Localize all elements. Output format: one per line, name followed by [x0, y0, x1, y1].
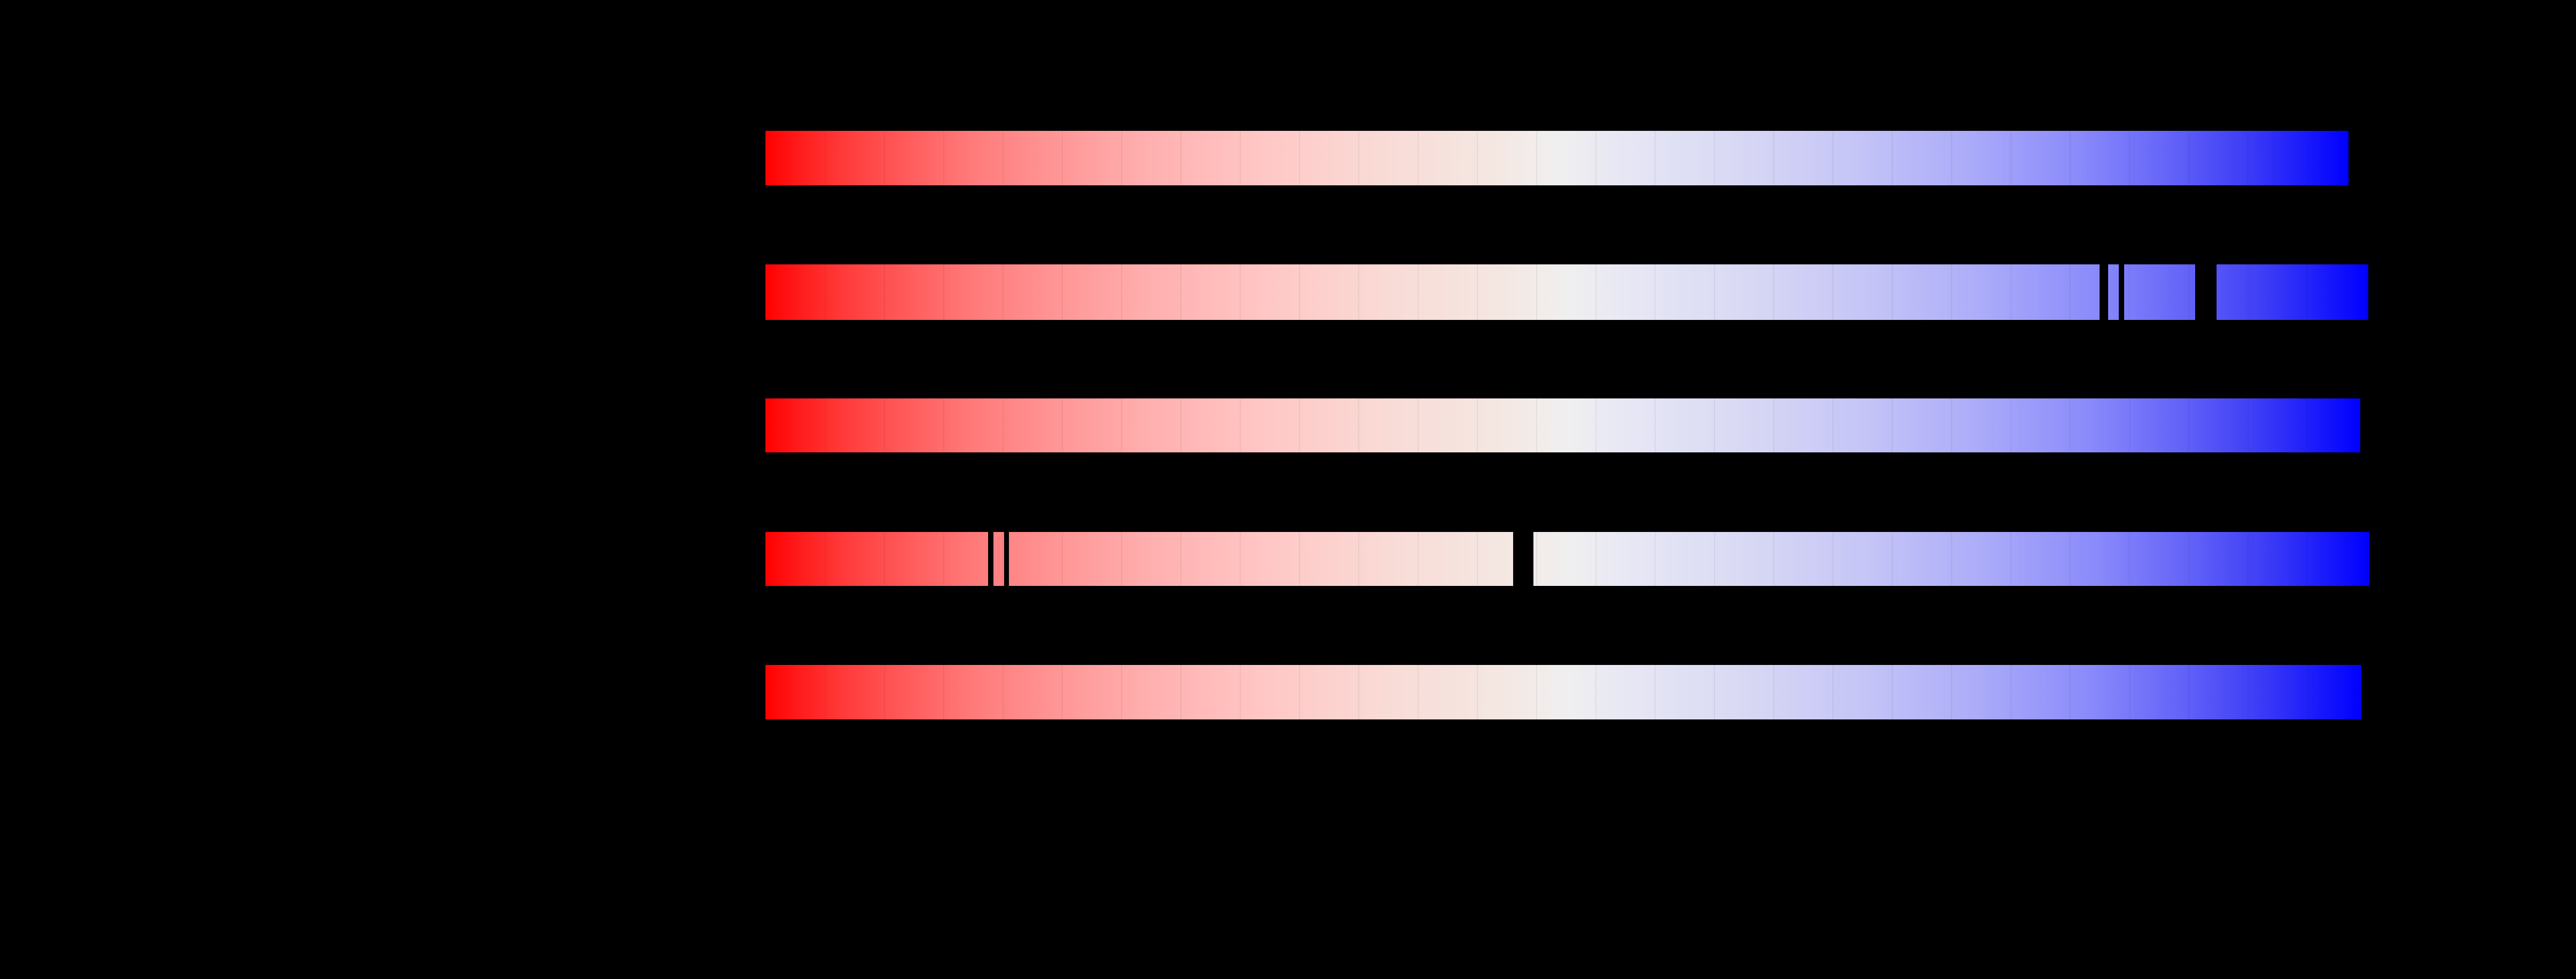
colorbar-row-3 [765, 398, 2360, 452]
colorbar-row-2 [765, 264, 2368, 320]
colorbar-gap [2119, 264, 2124, 320]
colorbar-gap [1513, 531, 1533, 586]
colorbar-gap [1004, 531, 1009, 586]
colorbar-gap [2100, 264, 2108, 320]
colorbar-row-1 [765, 131, 2348, 185]
colorbar-row-4 [765, 531, 2369, 586]
colorbar-gap [988, 531, 993, 586]
colorbar-gap [2195, 264, 2217, 320]
colorbar-row-5 [765, 665, 2361, 719]
